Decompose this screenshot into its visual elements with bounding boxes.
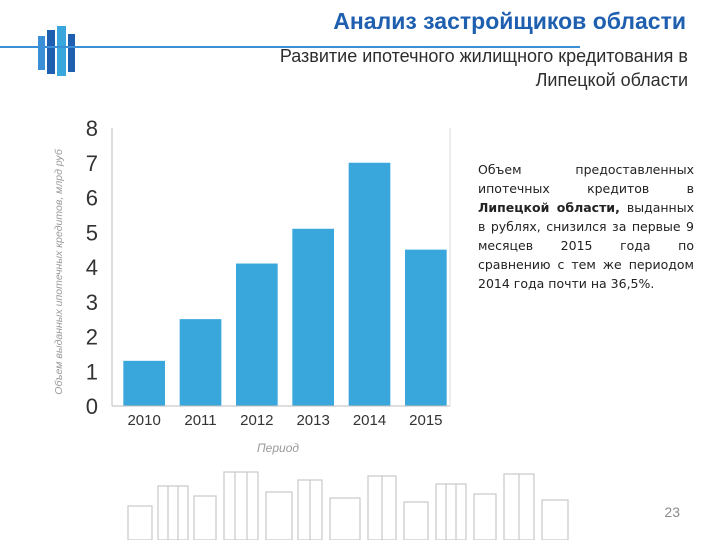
buildings-skyline-decoration: [127, 471, 569, 540]
x-tick-label: 2012: [240, 412, 273, 429]
x-axis-label: Период: [257, 441, 299, 455]
y-tick-label: 7: [86, 151, 98, 176]
y-axis-label: Объем выданных ипотечных кредитов, млрд …: [53, 148, 65, 395]
x-tick-label: 2013: [296, 412, 329, 429]
bar-2010: [123, 360, 166, 406]
page-subtitle: Развитие ипотечного жилищного кредитован…: [200, 44, 688, 92]
header-divider: [0, 46, 580, 48]
y-tick-label: 3: [86, 290, 98, 315]
logo-icon: [38, 26, 75, 76]
y-tick-label: 5: [86, 220, 98, 245]
x-tick-label: 2010: [127, 412, 160, 429]
x-tick-label: 2014: [353, 412, 386, 429]
page-title: Анализ застройщиков области: [333, 8, 686, 34]
y-tick-label: 4: [86, 255, 98, 280]
description-text: Объем предоставленных ипотечных кредитов…: [478, 160, 694, 293]
bar-2015: [404, 249, 447, 406]
y-tick-label: 1: [86, 359, 98, 384]
subtitle-line-2: Липецкой области: [535, 70, 688, 90]
subtitle-line-1: Развитие ипотечного жилищного кредитован…: [279, 46, 688, 66]
y-tick-label: 6: [86, 186, 98, 211]
y-tick-label: 8: [86, 116, 98, 141]
page-number: 23: [664, 504, 680, 520]
description-region: Липецкой области,: [478, 200, 620, 215]
x-tick-label: 2015: [409, 412, 442, 429]
y-tick-label: 2: [86, 325, 98, 350]
bars: [123, 162, 447, 406]
x-axis-ticks: 2010 2011 2012 2013 2014 2015: [127, 412, 442, 429]
bar-2013: [292, 228, 335, 406]
description-part-2: выданных в рублях, снизился за первые 9 …: [478, 200, 694, 291]
x-tick-label: 2011: [184, 412, 216, 429]
y-axis-ticks: 0 1 2 3 4 5 6 7 8: [86, 116, 98, 419]
bar-2012: [235, 263, 278, 406]
description-part-1: Объем предоставленных ипотечных кредитов…: [478, 162, 694, 196]
bar-2011: [179, 319, 222, 406]
y-tick-label: 0: [86, 394, 98, 419]
bar-chart: Объем выданных ипотечных кредитов, млрд …: [53, 116, 451, 455]
bar-2014: [348, 162, 391, 406]
